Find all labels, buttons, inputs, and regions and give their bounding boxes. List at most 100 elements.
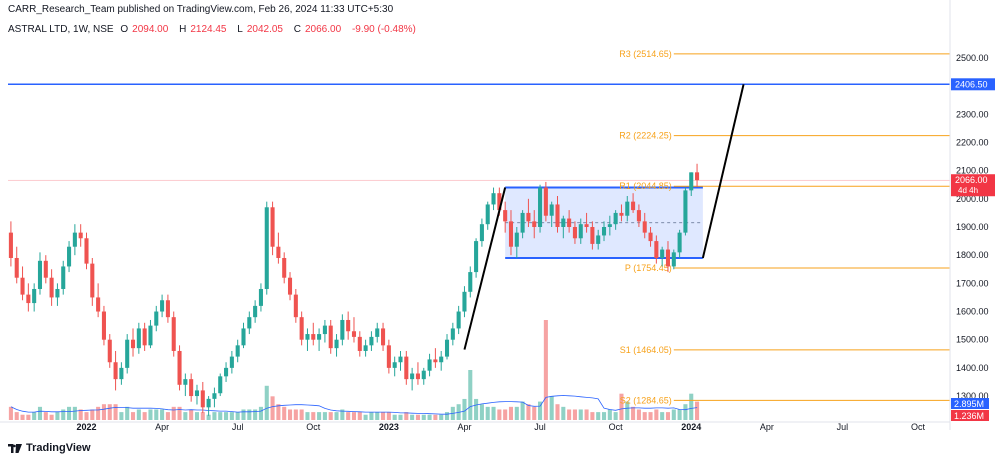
candle-body [631, 201, 636, 211]
candle-body [235, 345, 240, 357]
candle-body [282, 257, 287, 278]
volume-bar [311, 412, 316, 420]
volume-bar [695, 401, 700, 420]
price-tick-label: 1600.00 [956, 307, 989, 317]
volume-bar [340, 409, 345, 420]
candle-body [625, 201, 630, 216]
time-tick-label: Apr [155, 422, 169, 432]
price-tick-label: 1800.00 [956, 250, 989, 260]
candle-body [613, 212, 618, 225]
candle-body [514, 232, 519, 247]
volume-bar [561, 406, 566, 420]
volume-bar [194, 412, 200, 420]
candle-body [218, 376, 223, 394]
volume-bar [264, 385, 269, 420]
candle-body [444, 339, 450, 357]
candle-body [177, 350, 182, 385]
volume-bar [503, 409, 508, 420]
candle-body [375, 328, 380, 337]
volume-bar [49, 414, 54, 420]
pivot-label: R1 (2044.85) [619, 181, 672, 191]
volume-bar [619, 393, 624, 420]
candle-body [311, 334, 316, 340]
candle-body [206, 398, 211, 408]
price-tick-label: 2300.00 [956, 109, 989, 119]
candle-body [491, 193, 496, 205]
volume-bar [101, 404, 106, 420]
candle-body [84, 238, 89, 264]
volume-bar [642, 412, 647, 420]
candle-body [671, 252, 676, 267]
volume-bar [572, 409, 577, 420]
volume-bar [549, 396, 554, 420]
volume-bar [386, 412, 391, 420]
candle-body [503, 210, 508, 222]
volume-bar [636, 409, 641, 420]
candle-body [299, 317, 304, 340]
high-label: H [179, 24, 187, 35]
pivot-label: P (1754.45) [625, 263, 672, 273]
volume-bar [67, 406, 72, 420]
open-label: O [120, 24, 129, 35]
price-tick-label: 2100.00 [956, 166, 989, 176]
candle-body [648, 232, 653, 242]
volume-bar [241, 409, 246, 420]
price-tag-label: 2406.50 [955, 79, 988, 89]
volume-bar [148, 409, 153, 420]
price-tick-label: 1300.00 [956, 391, 989, 401]
change-value: -9.90 (-0.48%) [351, 24, 416, 35]
volume-bar [8, 406, 13, 420]
volume-ma-line [10, 395, 698, 415]
time-axis[interactable]: 2022 Apr Jul Oct 2023 Apr Jul Oct 2024 Apr Jul Oct [0, 421, 950, 432]
volume-bar [508, 406, 514, 420]
candle-body [410, 373, 415, 380]
candle-body [474, 241, 479, 273]
candle-body [398, 356, 403, 363]
candle-body [538, 187, 543, 227]
candle-body [317, 334, 322, 340]
volume-bar [160, 409, 165, 420]
tradingview-logo-icon [8, 443, 22, 453]
tradingview-logo[interactable]: TradingView [8, 442, 91, 454]
volume-bar [305, 412, 310, 420]
time-tick-label: Apr [760, 422, 774, 432]
symbol-name[interactable]: ASTRAL LTD, 1W, NSE [8, 24, 114, 35]
price-axis[interactable]: 1300.00 1400.00 1500.00 1600.00 1700.00 1800.… [949, 0, 989, 430]
volume-bar [72, 406, 77, 420]
volume-bar [177, 406, 182, 420]
candle-body [171, 317, 176, 351]
volume-bar [479, 404, 484, 420]
open-value: 2094.00 [132, 24, 169, 35]
trend-line [463, 187, 507, 350]
price-tick-label: 1400.00 [956, 363, 989, 373]
candle-body [154, 311, 159, 326]
candle-body [619, 212, 624, 216]
candle-body [386, 345, 391, 368]
candle-body [532, 221, 537, 227]
candle-body [55, 288, 60, 298]
volume-bar [601, 412, 607, 420]
volume-bar [125, 406, 130, 420]
candle-body [665, 249, 671, 267]
volume-bar [660, 412, 665, 420]
candle-body [113, 362, 118, 380]
time-tick-label: Oct [911, 422, 926, 432]
volume-bar [130, 412, 136, 420]
volume-tag-label: 2.895M [954, 399, 984, 409]
candle-body [357, 336, 362, 351]
volume-bar [654, 409, 659, 420]
candle-body [194, 390, 200, 397]
candle-body [270, 207, 275, 247]
price-tick-label: 1900.00 [956, 222, 989, 232]
volume-bar [322, 412, 327, 420]
candle-body [584, 224, 589, 227]
candle-body [590, 227, 595, 244]
trend-line [701, 84, 745, 259]
plot-area[interactable] [8, 34, 950, 420]
pivot-label: S2 (1284.65) [620, 395, 672, 405]
candle-body [142, 328, 147, 346]
candle-body [660, 249, 665, 258]
volume-bar [171, 406, 176, 420]
